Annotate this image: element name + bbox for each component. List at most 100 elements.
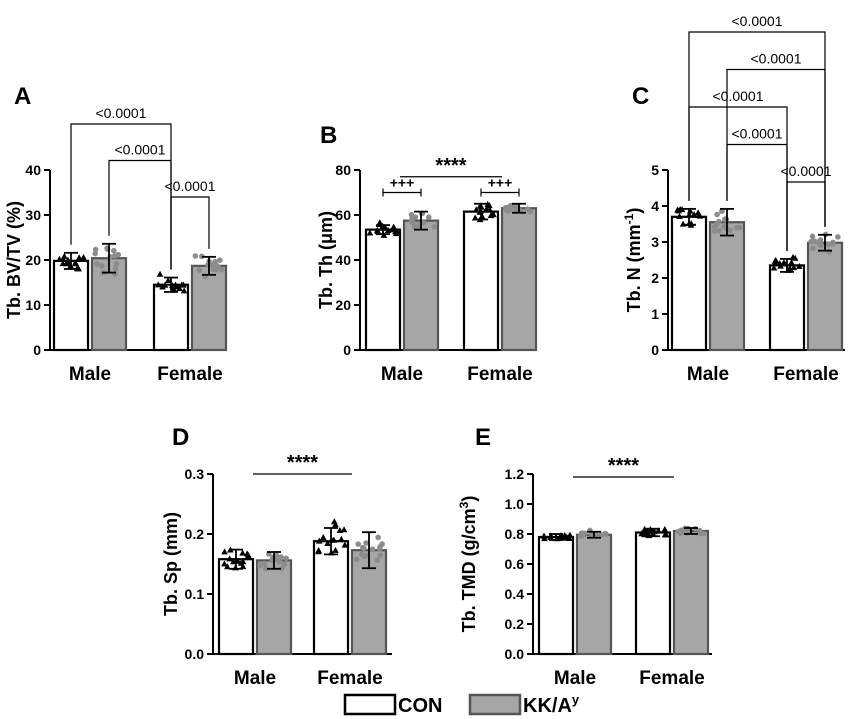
p-value-label: <0.0001	[713, 88, 764, 104]
data-point	[661, 525, 669, 532]
y-tick-label: 40	[25, 162, 41, 178]
data-point	[369, 546, 376, 553]
data-point	[376, 545, 383, 552]
legend-label-kk: KK/Ay	[523, 692, 580, 717]
data-point	[490, 211, 497, 218]
data-point	[716, 218, 722, 225]
data-point	[505, 208, 511, 214]
y-axis-title: Tb. TMD (g/cm3)	[457, 496, 479, 633]
data-point	[230, 558, 237, 565]
data-point	[176, 285, 183, 292]
comparison-bracket	[726, 68, 826, 227]
data-point	[425, 214, 432, 220]
bar-kkay-female	[806, 241, 844, 352]
data-point	[180, 281, 187, 288]
data-point	[420, 219, 427, 226]
significance-stars: ****	[287, 452, 318, 474]
data-point	[212, 258, 218, 265]
bar-con-female	[768, 264, 806, 352]
y-axis-title-main: Tb. Th (μm)	[316, 211, 336, 309]
data-point	[224, 563, 231, 570]
data-point	[180, 287, 188, 294]
data-point	[486, 202, 493, 209]
data-point	[483, 205, 490, 212]
data-point	[80, 254, 87, 261]
genotype-effect-symbol: +++	[390, 175, 415, 191]
y-axis-title: Tb. N (mm-1)	[622, 208, 644, 313]
x-category-label: Female	[467, 364, 532, 385]
data-point	[641, 525, 648, 532]
bar-kkay-male	[255, 559, 293, 656]
bar-con-female	[462, 210, 500, 352]
data-point	[355, 541, 362, 547]
data-point	[210, 266, 217, 272]
data-point	[336, 526, 344, 533]
data-point	[276, 558, 283, 565]
data-point	[340, 526, 348, 533]
data-point	[716, 227, 722, 234]
data-point	[663, 531, 670, 538]
y-axis-title-end: )	[459, 496, 479, 502]
data-point	[172, 281, 179, 288]
data-point	[374, 557, 381, 564]
y-tick-label: 60	[335, 207, 351, 223]
y-tick-label: 5	[651, 162, 659, 178]
x-category-label: Female	[157, 364, 222, 385]
y-axis-title-main: Tb. N (mm	[624, 224, 644, 312]
data-point	[319, 533, 327, 540]
data-point	[431, 224, 438, 230]
data-point	[75, 254, 83, 261]
data-point	[524, 206, 531, 212]
bar-con-female	[312, 540, 350, 656]
data-point	[98, 263, 105, 269]
data-point	[547, 533, 554, 540]
data-point	[315, 537, 323, 544]
y-tick-label: 0.3	[185, 466, 205, 482]
y-tick-label: 0	[33, 342, 41, 358]
x-category-label: Female	[317, 668, 382, 689]
data-point	[72, 259, 79, 266]
x-category-label: Male	[687, 364, 729, 385]
bar-con-male	[217, 558, 255, 656]
data-point	[221, 560, 228, 567]
data-point	[809, 233, 816, 240]
data-point	[324, 540, 331, 547]
y-axis-title: Tb. Sp (mm)	[161, 512, 181, 616]
x-category-label: Male	[554, 668, 596, 689]
y-tick-label: 3	[651, 234, 659, 250]
data-point	[261, 560, 268, 567]
data-point	[507, 202, 514, 209]
y-tick-label: 0.1	[185, 586, 205, 602]
y-tick-label: 20	[335, 297, 351, 313]
y-tick-label: 0.6	[505, 556, 525, 572]
panel-letter-d: D	[172, 424, 189, 451]
p-value-label: <0.0001	[96, 105, 147, 121]
data-point	[812, 238, 819, 245]
data-point	[563, 533, 570, 540]
data-point	[825, 241, 832, 248]
data-point	[262, 565, 269, 572]
comparison-bracket	[170, 196, 210, 270]
data-point	[338, 535, 345, 542]
data-point	[776, 260, 784, 267]
panel-e: E 0.0 0.2 0.4 0.6 0.8 1.0 1.2 Tb. TMD (g/cm3) Mal…	[457, 424, 712, 689]
data-point	[56, 255, 63, 262]
data-point	[164, 276, 172, 283]
data-point	[810, 245, 816, 252]
panel-letter-c: C	[632, 83, 649, 110]
data-point	[92, 250, 99, 257]
data-point	[257, 562, 263, 569]
data-point	[156, 270, 164, 277]
data-point	[540, 532, 548, 539]
genotype-effect-symbol: +++	[488, 175, 513, 191]
data-point	[473, 206, 480, 213]
data-point	[566, 531, 574, 538]
data-point	[353, 556, 360, 563]
legend-label-con: CON	[398, 695, 442, 717]
data-point	[219, 266, 225, 273]
data-point	[196, 267, 203, 273]
data-point	[696, 528, 703, 535]
data-point	[366, 229, 374, 236]
data-point	[675, 528, 682, 535]
data-point	[341, 541, 349, 548]
